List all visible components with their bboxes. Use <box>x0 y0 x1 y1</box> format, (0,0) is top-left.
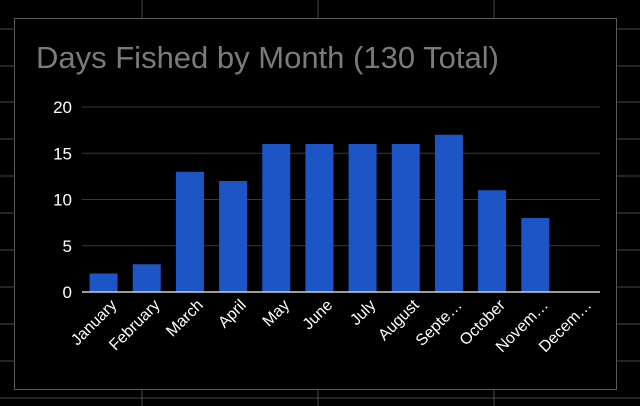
x-tick-label: July <box>347 297 379 329</box>
y-tick-label: 10 <box>53 191 72 210</box>
bar <box>175 171 204 292</box>
bar <box>305 144 334 292</box>
bar <box>262 144 291 292</box>
x-tick-label: March <box>163 297 206 340</box>
bar <box>348 144 377 292</box>
bar <box>478 190 507 292</box>
bar <box>219 181 248 292</box>
x-tick-label: June <box>300 297 337 334</box>
chart-title: Days Fished by Month (130 Total) <box>36 40 499 75</box>
x-tick-label: Septe… <box>413 297 466 350</box>
bar <box>89 273 118 292</box>
x-tick-label: May <box>260 297 293 330</box>
bar <box>521 218 550 292</box>
y-tick-label: 0 <box>63 283 72 302</box>
y-tick-label: 20 <box>53 98 72 117</box>
bar <box>132 264 161 292</box>
y-tick-label: 5 <box>63 237 72 256</box>
y-tick-label: 15 <box>53 144 72 163</box>
bar <box>391 144 420 292</box>
x-tick-label: April <box>215 297 250 332</box>
bar <box>434 134 463 292</box>
